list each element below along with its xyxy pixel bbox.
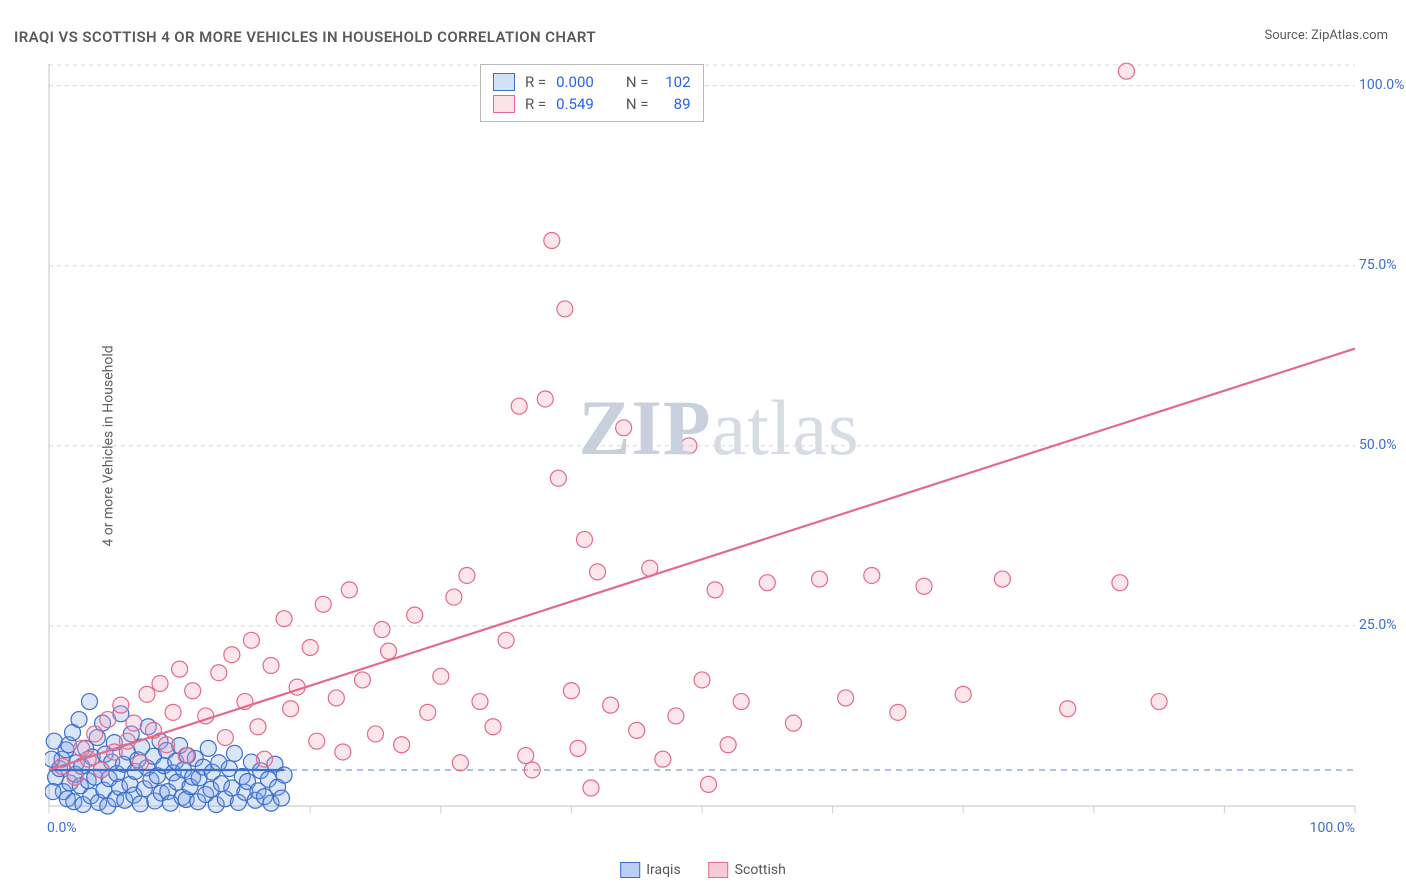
legend-n-label: N =	[626, 71, 649, 93]
legend-n-value: 102	[659, 71, 691, 93]
axis-tick-label: 100.0%	[1310, 820, 1355, 836]
legend-r-value: 0.000	[556, 71, 594, 93]
legend-swatch	[493, 95, 515, 113]
legend-r-value: 0.549	[556, 93, 594, 115]
legend-swatch	[493, 73, 515, 91]
source-link[interactable]: ZipAtlas.com	[1311, 28, 1388, 43]
correlation-legend-row: R = 0.549 N = 89	[493, 93, 691, 115]
chart-root: IRAQI VS SCOTTISH 4 OR MORE VEHICLES IN …	[0, 0, 1406, 892]
axis-tick-label: 25.0%	[1359, 617, 1397, 633]
chart-title: IRAQI VS SCOTTISH 4 OR MORE VEHICLES IN …	[14, 28, 596, 46]
axis-tick-label: 100.0%	[1359, 77, 1404, 93]
axis-tick-label: 50.0%	[1359, 437, 1397, 453]
plot-area: ZIPatlas R = 0.000N = 102R = 0.549N = 89	[45, 62, 1393, 840]
correlation-legend-row: R = 0.000 N = 102	[493, 71, 691, 93]
source-credit: Source: ZipAtlas.com	[1264, 28, 1388, 43]
legend-swatch	[620, 862, 640, 878]
legend-r-label: R =	[525, 93, 546, 115]
axis-tick-label: 0.0%	[47, 820, 77, 836]
axis-tick-label: 75.0%	[1359, 257, 1397, 273]
legend-n-label: N =	[626, 93, 649, 115]
legend-n-value: 89	[659, 93, 691, 115]
series-legend: Iraqis Scottish	[620, 862, 786, 878]
legend-label: Scottish	[735, 862, 786, 878]
series-legend-item: Scottish	[709, 862, 786, 878]
source-prefix: Source:	[1264, 28, 1311, 43]
scatter-svg	[45, 62, 1393, 840]
correlation-legend: R = 0.000 N = 102 R = 0.549 N = 89	[480, 64, 704, 122]
legend-swatch	[709, 862, 729, 878]
series-legend-item: Iraqis	[620, 862, 680, 878]
legend-r-label: R =	[525, 71, 546, 93]
legend-label: Iraqis	[646, 862, 680, 878]
